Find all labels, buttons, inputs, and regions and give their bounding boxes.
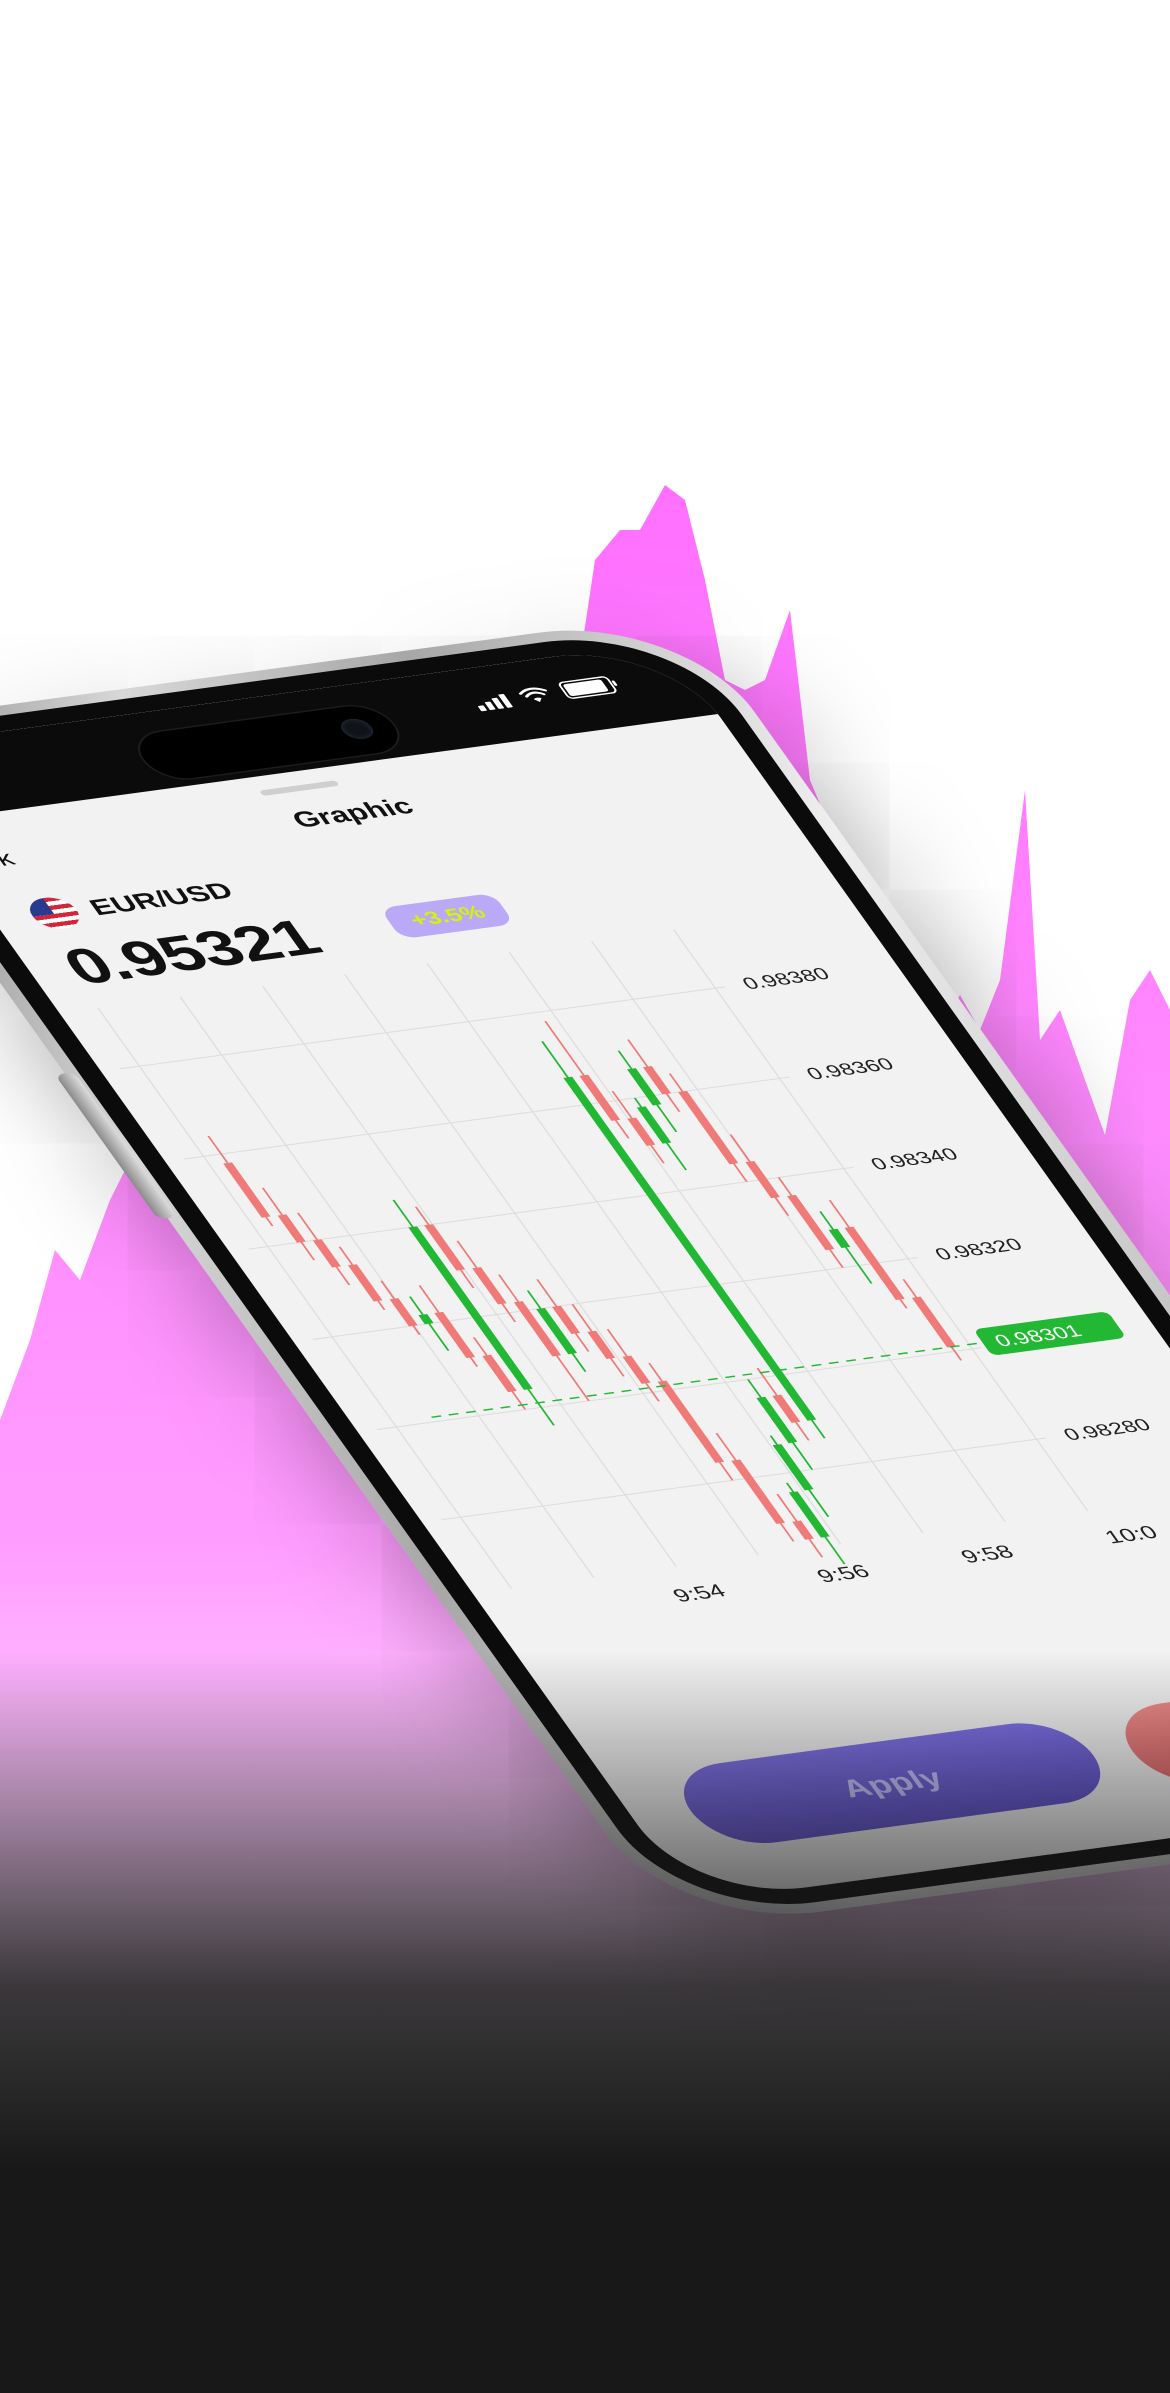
candle-body: [563, 1076, 817, 1421]
candle-body: [756, 1396, 798, 1444]
candle-body: [579, 1074, 621, 1121]
us-flag-icon: [21, 894, 88, 932]
grid-line-horizontal: [376, 1347, 983, 1431]
grid-line-vertical: [673, 929, 1089, 1511]
grid-line-horizontal: [312, 1256, 919, 1340]
candle-body: [312, 1239, 341, 1268]
grid-line-horizontal: [441, 1437, 1047, 1521]
candle-body: [787, 1194, 835, 1251]
candle-body: [657, 1380, 725, 1463]
x-tick-label: 9:54: [668, 1580, 730, 1606]
sheet-grabber[interactable]: [258, 780, 340, 796]
candle-body: [788, 1491, 830, 1538]
grid-line-vertical: [590, 940, 1006, 1522]
candle-wick: [819, 1211, 873, 1284]
candle-body: [678, 1090, 739, 1165]
candle-body: [792, 1520, 814, 1540]
wifi-icon: [518, 687, 548, 702]
phone-device: ck Graphic EUR/USD 0.95321 +3.5% 0.98380…: [0, 613, 1170, 1932]
candle-body: [622, 1355, 651, 1384]
candle-body: [587, 1330, 616, 1359]
dynamic-island: [124, 700, 413, 784]
current-price-line: [431, 1342, 980, 1418]
candle-body: [472, 1267, 507, 1305]
change-badge: +3.5%: [379, 892, 516, 940]
candle-body: [418, 1314, 434, 1325]
grid-line-vertical: [426, 963, 842, 1545]
grid-line-horizontal: [119, 986, 726, 1070]
candle-body: [844, 1226, 905, 1300]
camera-icon: [335, 717, 379, 741]
x-tick-label: 9:56: [812, 1561, 874, 1587]
y-tick-label: 0.98360: [802, 1054, 898, 1083]
apply-button[interactable]: Apply: [662, 1716, 1122, 1851]
candle-body: [731, 1459, 786, 1524]
candle-body: [408, 1226, 533, 1390]
candle-body: [627, 1068, 662, 1106]
current-price-tag: [976, 1312, 1124, 1355]
status-icons: [469, 675, 619, 712]
candle-body: [772, 1444, 814, 1491]
grid-line-vertical: [179, 996, 595, 1578]
candle-body: [627, 1117, 656, 1146]
grid-line-horizontal: [248, 1166, 854, 1250]
grid-line-vertical: [97, 1007, 513, 1589]
candle-body: [277, 1214, 306, 1243]
candle-body: [642, 1066, 671, 1095]
status-bar: [0, 641, 719, 822]
x-tick-label: 9:58: [956, 1541, 1018, 1567]
candle-body: [424, 1224, 466, 1271]
candle-body: [828, 1228, 851, 1249]
y-tick-label: 0.98380: [738, 964, 834, 993]
pair-name: EUR/USD: [83, 877, 239, 920]
candle-body: [772, 1394, 801, 1423]
y-tick-label: 0.98320: [931, 1235, 1027, 1264]
y-tick-label: 0.98280: [1059, 1415, 1155, 1444]
candle-body: [482, 1354, 517, 1393]
candle-body: [223, 1162, 271, 1218]
battery-icon: [556, 675, 619, 700]
candlestick-chart[interactable]: 0.983800.983600.983400.983200.983000.982…: [50, 892, 1170, 1646]
grid-line-vertical: [344, 974, 760, 1556]
candle-body: [513, 1301, 562, 1357]
candle-wick: [408, 1296, 450, 1351]
candle-body: [536, 1307, 578, 1355]
sell-button[interactable]: [1103, 1656, 1170, 1791]
grid-line-horizontal: [184, 1076, 790, 1160]
phone-screen: ck Graphic EUR/USD 0.95321 +3.5% 0.98380…: [0, 641, 1170, 1903]
candle-body: [911, 1296, 956, 1348]
candle-body: [636, 1106, 672, 1144]
grid-line-vertical: [261, 985, 677, 1567]
candle-body: [745, 1160, 780, 1199]
y-tick-label: 0.98340: [866, 1145, 962, 1174]
signal-icon: [472, 693, 514, 712]
candle-body: [348, 1264, 383, 1302]
candle-body: [389, 1298, 418, 1327]
x-tick-label: 10:0: [1100, 1522, 1162, 1548]
candle-body: [552, 1305, 581, 1335]
candle-body: [434, 1311, 476, 1359]
grid-line-vertical: [508, 952, 924, 1534]
